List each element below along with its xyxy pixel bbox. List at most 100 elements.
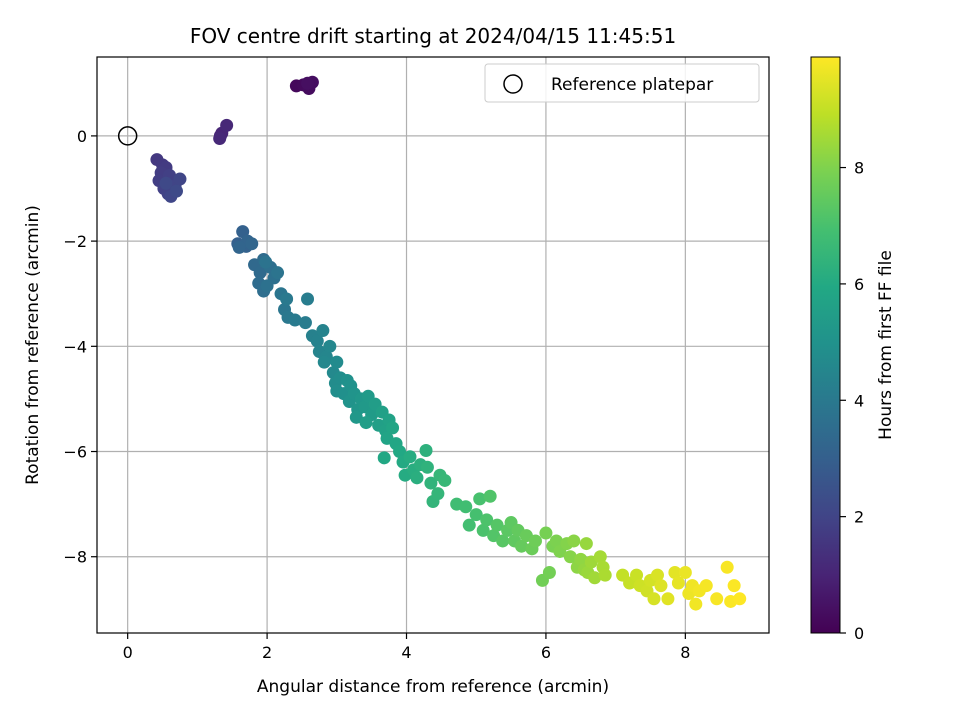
data-point — [733, 592, 747, 606]
data-point — [483, 489, 497, 503]
data-point — [259, 255, 273, 269]
data-point — [593, 550, 607, 564]
data-point — [480, 513, 494, 527]
data-point — [490, 518, 504, 532]
data-point — [431, 487, 445, 501]
plot-frame — [96, 56, 770, 634]
x-tick-label: 6 — [541, 643, 551, 662]
data-point — [220, 118, 234, 132]
data-point — [459, 500, 473, 514]
data-point — [630, 568, 644, 582]
x-tick-label: 4 — [401, 643, 411, 662]
colorbar: 0 2 4 6 8 Hours from first FF file — [810, 56, 896, 643]
x-axis-label: Angular distance from reference (arcmin) — [257, 677, 609, 697]
data-point — [549, 534, 563, 548]
data-point — [386, 421, 400, 435]
data-point — [349, 410, 363, 424]
reference-platepar-marker — [117, 126, 138, 146]
colorbar-gradient — [810, 56, 841, 634]
data-point — [542, 566, 556, 580]
data-point — [323, 339, 337, 353]
data-point — [271, 266, 285, 280]
data-point — [298, 316, 312, 330]
data-point — [528, 534, 542, 548]
data-point — [288, 313, 302, 327]
data-point — [678, 566, 692, 580]
colorbar-label: Hours from first FF file — [876, 250, 896, 440]
colorbar-ticks: 0 2 4 6 8 — [840, 159, 864, 643]
legend-box — [484, 63, 760, 103]
y-axis-label: Rotation from reference (arcmin) — [23, 205, 43, 485]
data-point — [173, 172, 187, 186]
data-point — [539, 526, 553, 540]
colorbar-tick-label: 2 — [854, 508, 864, 527]
data-point — [668, 566, 682, 580]
data-point — [420, 460, 434, 474]
data-point — [720, 560, 734, 574]
data-point — [563, 550, 577, 564]
data-point — [579, 537, 593, 551]
data-point — [567, 534, 581, 548]
data-point — [280, 292, 294, 306]
y-tick-label: −4 — [63, 337, 87, 356]
data-point — [689, 597, 703, 611]
colorbar-tick-label: 8 — [854, 159, 864, 178]
data-point — [515, 539, 529, 553]
data-point — [462, 518, 476, 532]
data-point — [671, 576, 685, 590]
y-tick-label: 0 — [77, 127, 87, 146]
data-point — [169, 184, 183, 198]
data-point — [654, 579, 668, 593]
data-point — [727, 579, 741, 593]
x-axis-ticks: 0 2 4 6 8 — [123, 633, 690, 662]
y-tick-label: −8 — [63, 548, 87, 567]
data-point — [699, 579, 713, 593]
y-gridlines — [97, 135, 769, 558]
colorbar-tick-label: 0 — [854, 624, 864, 643]
scatter-points — [150, 75, 747, 611]
x-tick-label: 0 — [123, 643, 133, 662]
data-point — [438, 473, 452, 487]
data-point — [377, 451, 391, 465]
data-point — [424, 476, 438, 490]
x-tick-label: 8 — [680, 643, 690, 662]
x-gridlines — [127, 57, 686, 633]
data-point — [476, 523, 490, 537]
data-point — [260, 279, 274, 293]
data-point — [419, 443, 433, 457]
data-point — [496, 534, 510, 548]
y-axis-ticks: 0 −2 −4 −6 −8 — [63, 127, 97, 567]
data-point — [253, 266, 267, 280]
data-point — [710, 592, 724, 606]
chart-title: FOV centre drift starting at 2024/04/15 … — [190, 24, 676, 48]
colorbar-tick-label: 6 — [854, 275, 864, 294]
colorbar-tick-label: 4 — [854, 391, 864, 410]
data-point — [650, 568, 664, 582]
data-point — [310, 334, 324, 348]
y-tick-label: −2 — [63, 232, 87, 251]
legend: Reference platepar — [484, 63, 760, 103]
data-point — [469, 508, 483, 522]
data-point — [330, 355, 344, 369]
data-point — [410, 471, 424, 485]
data-point — [393, 445, 407, 459]
data-point — [574, 552, 588, 566]
legend-marker-icon — [503, 74, 523, 94]
data-point — [301, 76, 315, 90]
data-point — [647, 592, 661, 606]
data-point — [317, 355, 331, 369]
data-point — [661, 592, 675, 606]
data-point — [232, 240, 246, 254]
data-point — [159, 176, 173, 190]
data-point — [598, 568, 612, 582]
legend-label: Reference platepar — [551, 75, 713, 95]
data-point — [588, 571, 602, 585]
data-point — [245, 237, 259, 251]
data-point — [359, 416, 373, 430]
data-point — [316, 324, 330, 338]
x-tick-label: 2 — [262, 643, 272, 662]
data-point — [473, 492, 487, 506]
data-point — [301, 292, 315, 306]
data-point — [213, 132, 227, 146]
